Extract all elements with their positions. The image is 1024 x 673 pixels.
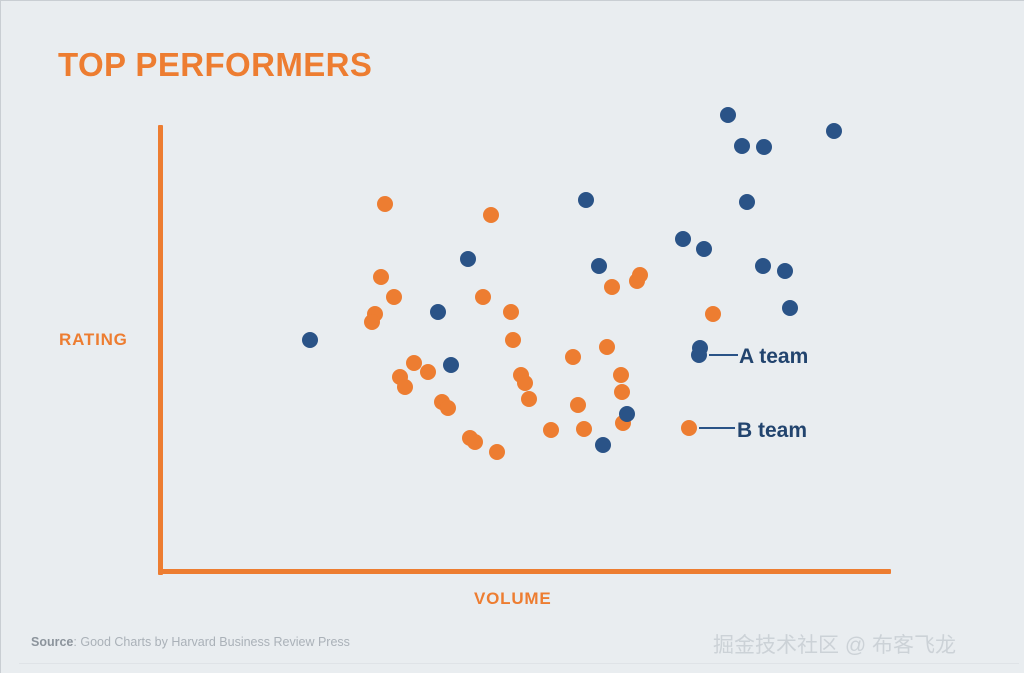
y-axis-label: RATING bbox=[59, 330, 128, 349]
scatter-point-a-team bbox=[739, 194, 755, 210]
scatter-point-b-team bbox=[565, 349, 581, 365]
page-title: TOP PERFORMERS bbox=[58, 46, 373, 83]
scatter-point-b-team bbox=[386, 289, 402, 305]
scatter-point-b-team bbox=[613, 367, 629, 383]
scatter-point-b-team bbox=[521, 391, 537, 407]
legend-connector-b-team bbox=[699, 427, 735, 429]
scatter-point-b-team bbox=[543, 422, 559, 438]
scatter-point-b-team bbox=[604, 279, 620, 295]
legend-label-a-team: A team bbox=[739, 345, 809, 368]
scatter-point-b-team bbox=[364, 314, 380, 330]
scatter-point-a-team bbox=[619, 406, 635, 422]
scatter-point-a-team bbox=[430, 304, 446, 320]
scatter-point-a-team bbox=[460, 251, 476, 267]
source-note-text: Good Charts by Harvard Business Review P… bbox=[80, 635, 350, 649]
scatter-point-b-team bbox=[570, 397, 586, 413]
y-axis-line bbox=[158, 125, 163, 575]
scatter-point-b-team bbox=[440, 400, 456, 416]
scatter-point-b-team bbox=[705, 306, 721, 322]
scatter-point-b-team bbox=[467, 434, 483, 450]
scatter-point-b-team bbox=[632, 267, 648, 283]
scatter-point-b-team bbox=[373, 269, 389, 285]
legend-label-b-team: B team bbox=[737, 419, 808, 442]
scatter-point-a-team bbox=[696, 241, 712, 257]
legend-marker-b-team bbox=[681, 420, 697, 436]
source-note-prefix: Source bbox=[31, 635, 74, 649]
scatter-point-a-team bbox=[443, 357, 459, 373]
scatter-point-b-team bbox=[420, 364, 436, 380]
x-axis-label: VOLUME bbox=[474, 589, 552, 608]
scatter-point-a-team bbox=[591, 258, 607, 274]
scatter-point-a-team bbox=[578, 192, 594, 208]
scatter-point-b-team bbox=[576, 421, 592, 437]
scatter-point-b-team bbox=[599, 339, 615, 355]
scatter-point-b-team bbox=[483, 207, 499, 223]
watermark: 掘金技术社区 @ 布客飞龙 bbox=[713, 634, 956, 657]
scatter-point-a-team bbox=[755, 258, 771, 274]
scatter-point-b-team bbox=[406, 355, 422, 371]
scatter-point-a-team bbox=[826, 123, 842, 139]
scatter-point-b-team bbox=[505, 332, 521, 348]
scatter-point-b-team bbox=[397, 379, 413, 395]
scatter-point-a-team bbox=[720, 107, 736, 123]
x-axis-line bbox=[158, 569, 891, 574]
legend-marker-a-team bbox=[691, 347, 707, 363]
scatter-point-a-team bbox=[675, 231, 691, 247]
scatter-point-b-team bbox=[475, 289, 491, 305]
scatter-point-a-team bbox=[734, 138, 750, 154]
scatter-point-b-team bbox=[377, 196, 393, 212]
scatter-point-a-team bbox=[782, 300, 798, 316]
source-note: Source: Good Charts by Harvard Business … bbox=[31, 635, 350, 649]
scatter-point-b-team bbox=[517, 375, 533, 391]
source-note-separator: : bbox=[73, 635, 81, 649]
scatter-point-b-team bbox=[614, 384, 630, 400]
footer-divider bbox=[19, 663, 1019, 664]
legend-connector-a-team bbox=[709, 354, 738, 356]
scatter-point-a-team bbox=[777, 263, 793, 279]
scatter-point-b-team bbox=[503, 304, 519, 320]
scatter-point-a-team bbox=[595, 437, 611, 453]
scatter-point-a-team bbox=[756, 139, 772, 155]
scatter-point-a-team bbox=[302, 332, 318, 348]
scatter-point-b-team bbox=[489, 444, 505, 460]
